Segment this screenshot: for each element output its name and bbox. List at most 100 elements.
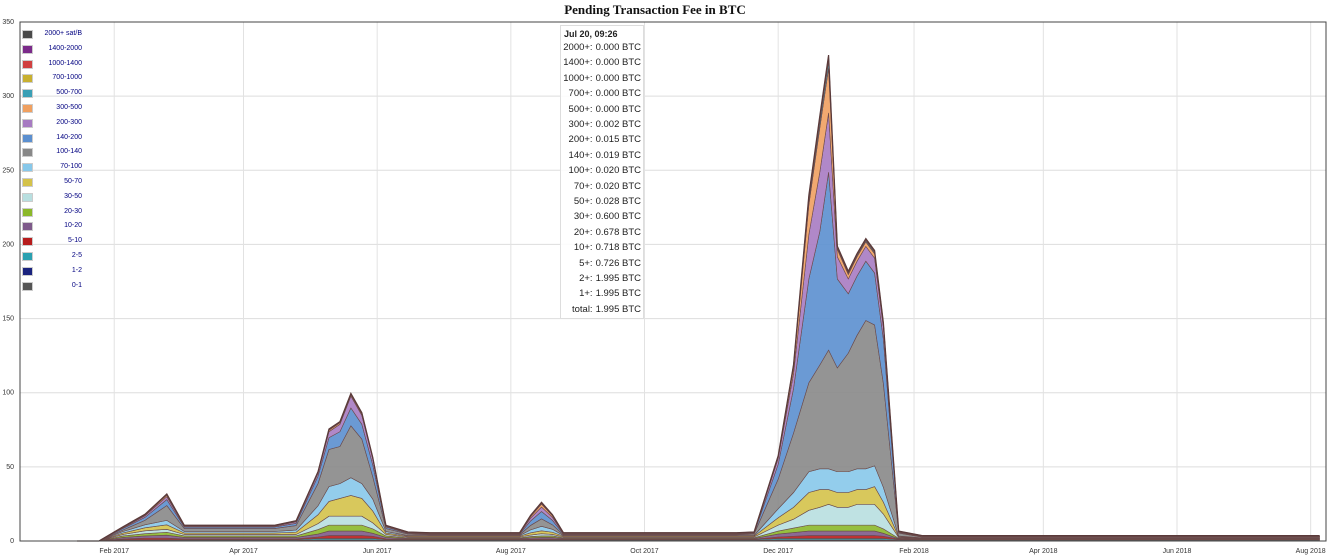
y-tick-label: 0 (10, 538, 14, 545)
tooltip-value: 0.020 BTC (595, 165, 641, 177)
stacked-areas (76, 54, 1320, 542)
legend-swatch (22, 222, 33, 232)
y-tick-label: 50 (6, 464, 14, 471)
y-tick-label: 150 (2, 316, 14, 323)
y-tick-label: 250 (2, 167, 14, 174)
legend-swatch (22, 148, 33, 158)
legend-swatch (22, 133, 33, 143)
legend-label: 70-100 (60, 163, 82, 171)
legend-label: 300-500 (56, 104, 82, 111)
tooltip-row: 2+: 1.995 BTC (579, 273, 641, 284)
legend-item[interactable]: 300-500 (22, 102, 82, 114)
tooltip-value: 1.995 BTC (595, 303, 641, 315)
tooltip-key: 20+: (573, 226, 593, 238)
legend-label: 500-700 (56, 89, 82, 97)
x-tick-label: Jun 2017 (363, 548, 392, 555)
legend-swatch (22, 30, 33, 39)
y-tick-label: 200 (2, 241, 14, 248)
legend-label: 200-300 (56, 118, 82, 126)
tooltip-value: 0.019 BTC (595, 149, 641, 161)
area-series-100-140[interactable] (76, 320, 1320, 542)
legend-item[interactable]: 2000+ sat/B (22, 28, 82, 40)
legend-item[interactable]: 20-30 (22, 206, 82, 218)
legend-swatch (22, 118, 33, 128)
legend-item[interactable]: 0-1 (22, 280, 82, 292)
tooltip-row: 100+: 0.020 BTC (569, 165, 641, 176)
tooltip-value: 0.000 BTC (595, 72, 641, 84)
legend-swatch (22, 59, 33, 69)
legend-label: 2-5 (71, 252, 82, 259)
x-tick-label: Feb 2018 (899, 548, 929, 555)
tooltip-row: 500+: 0.000 BTC (569, 104, 641, 115)
y-tick-label: 300 (2, 93, 14, 100)
legend-item[interactable]: 500-700 (22, 87, 82, 99)
tooltip-key: 70+: (573, 180, 593, 192)
legend-label: 2000+ sat/B (44, 30, 82, 37)
axes: 0 50 100 150 200 250 300 350 Feb 2017 Apr 2017 Jun… (2, 19, 1327, 555)
legend-item[interactable]: 10-20 (22, 220, 82, 232)
area-series-300-500[interactable] (76, 68, 1320, 542)
tooltip-value: 1.995 BTC (595, 273, 641, 284)
legend-item[interactable]: 100-140 (22, 146, 82, 158)
legend-swatch (22, 74, 33, 84)
tooltip-value: 0.028 BTC (595, 196, 641, 207)
area-series-1400-2000[interactable] (76, 55, 1320, 542)
legend-item[interactable]: 200-300 (22, 117, 82, 129)
legend-label: 0-1 (71, 281, 82, 289)
area-series-200-300[interactable] (76, 112, 1320, 542)
legend-item[interactable]: 1400-2000 (22, 43, 82, 55)
x-tick-label: Oct 2017 (630, 548, 659, 555)
tooltip-row: 1400+: 0.000 BTC (563, 57, 641, 68)
legend-label: 1000-1400 (48, 59, 82, 67)
legend-swatch (22, 252, 33, 261)
y-tick-label: 350 (2, 19, 14, 26)
tooltip-row: 2000+: 0.000 BTC (563, 42, 641, 53)
legend-item[interactable]: 5-10 (22, 235, 82, 247)
legend-item[interactable]: 50-70 (22, 176, 82, 188)
legend-swatch (22, 281, 33, 291)
tooltip-row: 300+: 0.002 BTC (569, 119, 641, 130)
area-series-2000-sat-b[interactable] (76, 55, 1320, 542)
legend-label: 20-30 (64, 207, 82, 215)
legend-item[interactable]: 140-200 (22, 132, 82, 144)
x-tick-label: Aug 2018 (1296, 548, 1326, 555)
legend-item[interactable]: 30-50 (22, 191, 82, 203)
legend-swatch (22, 163, 33, 173)
legend-label: 30-50 (64, 192, 82, 200)
x-tick-label: Jun 2018 (1163, 548, 1192, 555)
area-series-140-200[interactable] (76, 172, 1320, 542)
legend-item[interactable]: 1-2 (22, 265, 82, 277)
legend-label: 1400-2000 (48, 44, 82, 52)
tooltip-key: 2+: (579, 273, 593, 284)
legend-swatch (22, 266, 33, 276)
chart-title: Pending Transaction Fee in BTC (564, 2, 746, 17)
tooltip-row: 5+: 0.726 BTC (579, 258, 641, 269)
tooltip-row: 1+: 1.995 BTC (579, 288, 641, 299)
area-series-500-700[interactable] (76, 60, 1320, 542)
tooltip-value: 0.726 BTC (595, 257, 641, 269)
tooltip-key: 500+: (568, 103, 593, 115)
legend-swatch (22, 89, 33, 99)
tooltip-date: Jul 20, 09:26 (564, 29, 618, 39)
legend-item[interactable]: 2-5 (22, 250, 82, 262)
legend-label: 5-10 (67, 237, 82, 245)
legend-item[interactable]: 1000-1400 (22, 58, 82, 70)
tooltip-row: total: 1.995 BTC (572, 304, 641, 315)
x-tick-label: Apr 2017 (229, 548, 258, 555)
tooltip-key: 100+: (568, 165, 593, 177)
hover-tooltip: Jul 20, 09:26 2000+: 0.000 BTC 1400+: 0.000… (560, 25, 644, 319)
tooltip-key: 700+: (568, 88, 593, 100)
tooltip-key: 10+: (573, 242, 593, 254)
tooltip-value: 0.002 BTC (595, 119, 641, 130)
x-tick-label: Feb 2017 (99, 548, 129, 555)
tooltip-key: 140+: (568, 149, 593, 161)
x-tick-label: Aug 2017 (496, 548, 526, 555)
legend-item[interactable]: 700-1000 (22, 72, 82, 84)
tooltip-value: 0.000 BTC (595, 57, 641, 69)
legend-item[interactable]: 70-100 (22, 161, 82, 173)
tooltip-key: 50+: (573, 196, 593, 207)
area-series-700-1000[interactable] (76, 57, 1320, 542)
area-series-1000-1400[interactable] (76, 56, 1320, 542)
tooltip-row: 700+: 0.000 BTC (569, 88, 641, 99)
